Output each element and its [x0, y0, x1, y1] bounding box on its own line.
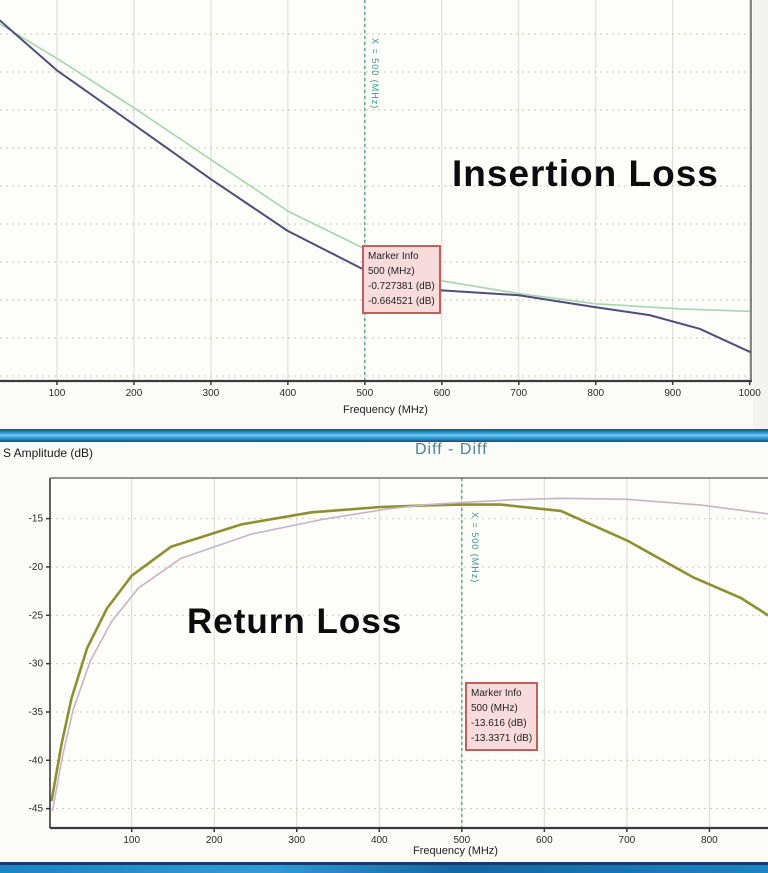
svg-text:900: 900 [664, 388, 681, 399]
marker-x-label-bottom: X = 500 (MHz) [470, 512, 480, 584]
svg-text:-25: -25 [29, 610, 44, 621]
marker-info-title: Marker Info [368, 251, 419, 262]
marker-x-label-top: X = 500 (MHz) [370, 38, 380, 110]
return-loss-chart: 100 200 300 400 500 600 700 800 -15 -20 -25 -30 -35 -… [29, 477, 768, 846]
marker-trace1-value: -13.616 (dB) [471, 718, 527, 729]
marker-trace2-value: -0.664521 (dB) [368, 296, 435, 307]
marker-trace1-value: -0.727381 (dB) [368, 281, 435, 292]
marker-trace2-value: -13.3371 (dB) [471, 733, 533, 744]
svg-text:600: 600 [536, 835, 553, 846]
svg-text:500: 500 [356, 388, 373, 399]
svg-text:400: 400 [280, 388, 297, 399]
svg-text:800: 800 [587, 388, 604, 399]
svg-text:-45: -45 [29, 804, 44, 815]
marker-info-box-bottom[interactable]: Marker Info 500 (MHz) -13.616 (dB) -13.3… [465, 682, 539, 751]
x-axis-title-top: Frequency (MHz) [343, 404, 428, 416]
svg-text:200: 200 [206, 835, 223, 846]
svg-text:600: 600 [433, 388, 450, 399]
marker-info-box-top[interactable]: Marker Info 500 (MHz) -0.727381 (dB) -0.… [362, 245, 441, 314]
svg-text:100: 100 [123, 835, 140, 846]
svg-text:800: 800 [701, 835, 718, 846]
svg-text:1000: 1000 [739, 388, 762, 399]
svg-text:-40: -40 [29, 755, 44, 766]
svg-text:500: 500 [453, 835, 470, 846]
insertion-loss-chart: 100 200 300 400 500 600 700 800 900 1000 [0, 0, 762, 399]
insertion-loss-label: Insertion Loss [452, 153, 719, 194]
marker-info-title: Marker Info [471, 688, 522, 699]
svg-text:-35: -35 [29, 707, 44, 718]
svg-text:200: 200 [126, 388, 143, 399]
svg-text:700: 700 [510, 388, 527, 399]
svg-text:700: 700 [619, 835, 636, 846]
chart-title-diff-diff: Diff - Diff [415, 441, 488, 458]
svg-text:300: 300 [203, 388, 220, 399]
teal-divider-band [0, 429, 768, 442]
svg-text:-20: -20 [29, 562, 44, 573]
y-axis-title: S Amplitude (dB) [3, 446, 94, 460]
svg-text:100: 100 [49, 388, 66, 399]
return-loss-label: Return Loss [187, 602, 403, 641]
marker-freq-value: 500 (MHz) [471, 703, 518, 714]
top-chart-right-margin [753, 0, 768, 429]
svg-text:-30: -30 [29, 659, 44, 670]
svg-text:300: 300 [288, 835, 305, 846]
teal-footer-band [0, 862, 768, 873]
svg-text:-15: -15 [29, 514, 44, 525]
marker-freq-value: 500 (MHz) [368, 266, 415, 277]
x-axis-title-bottom: Frequency (MHz) [413, 845, 498, 857]
svg-text:400: 400 [371, 835, 388, 846]
